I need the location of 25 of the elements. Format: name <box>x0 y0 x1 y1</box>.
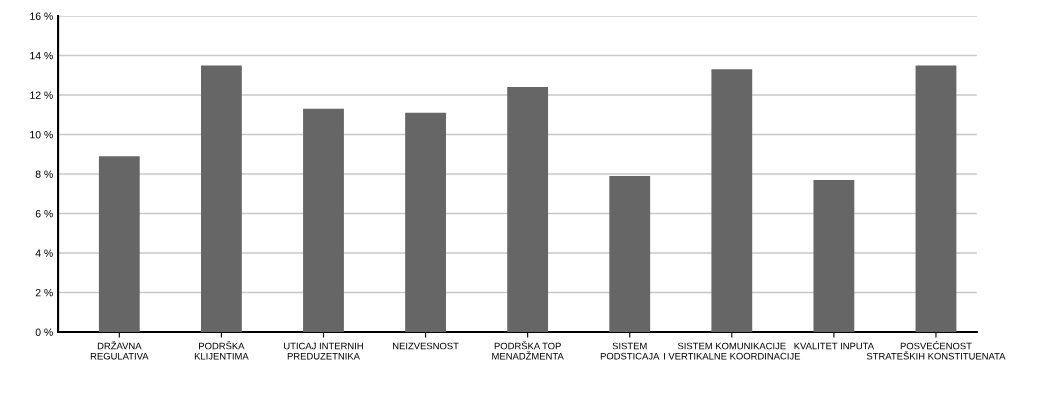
y-tick-label: 10 % <box>30 131 53 139</box>
x-tick-label: PODRŠKA KLIJENTIMA <box>194 341 249 360</box>
bar <box>303 108 344 332</box>
y-tick-label: 2 % <box>35 289 53 297</box>
bar <box>98 156 140 332</box>
y-tick-label: 6 % <box>35 210 53 218</box>
x-tick-label: PODRŠKA TOP MENADŽMENTA <box>492 341 564 360</box>
x-tick-label: KVALITET INPUTA <box>794 342 875 350</box>
bar <box>711 69 753 332</box>
x-tick-label: SISTEM PODSTICAJA <box>600 342 660 360</box>
y-tick-label: 16 % <box>30 12 53 20</box>
bar <box>915 65 957 332</box>
y-tick-label: 0 % <box>35 328 53 336</box>
bar <box>507 87 549 332</box>
bar <box>609 175 651 332</box>
bar <box>405 112 446 332</box>
bar <box>813 179 855 332</box>
y-tick-label: 14 % <box>30 52 53 60</box>
bar <box>200 65 242 332</box>
y-tick-label: 4 % <box>35 249 53 257</box>
x-tick-label: NEIZVESNOST <box>393 342 459 350</box>
x-tick-label: UTICAJ INTERNIH PREDUZETNIKA <box>284 342 363 360</box>
y-tick-label: 8 % <box>35 170 53 178</box>
y-tick-label: 12 % <box>30 91 53 99</box>
x-tick-label: DRŽAVNA REGULATIVA <box>90 341 149 360</box>
